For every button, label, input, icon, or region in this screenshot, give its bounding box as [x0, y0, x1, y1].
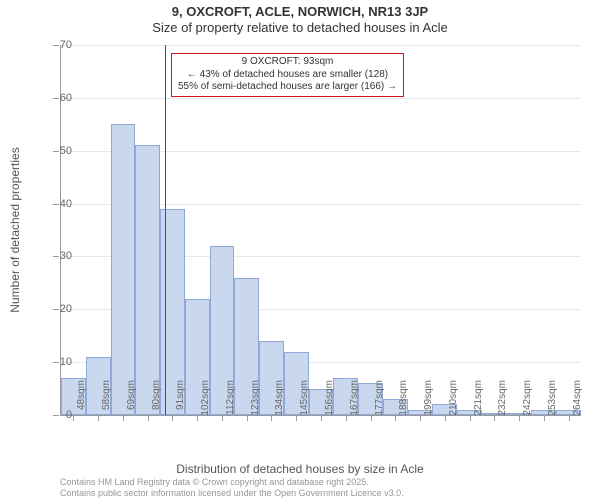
- annotation-box: 9 OXCROFT: 93sqm← 43% of detached houses…: [171, 53, 404, 97]
- x-tick: [148, 415, 149, 421]
- property-size-chart: 9, OXCROFT, ACLE, NORWICH, NR13 3JP Size…: [0, 0, 600, 500]
- gridline: [61, 45, 581, 46]
- x-tick: [98, 415, 99, 421]
- chart-footer: Contains HM Land Registry data © Crown c…: [60, 477, 404, 498]
- annotation-title: 9 OXCROFT: 93sqm: [178, 56, 397, 69]
- x-tick: [395, 415, 396, 421]
- x-tick-label: 112sqm: [225, 380, 236, 420]
- x-tick: [172, 415, 173, 421]
- x-tick: [73, 415, 74, 421]
- x-tick-label: 134sqm: [274, 380, 285, 420]
- annotation-line2: 55% of semi-detached houses are larger (…: [178, 81, 397, 94]
- x-tick-label: 264sqm: [572, 380, 583, 420]
- x-tick-label: 242sqm: [522, 380, 533, 420]
- x-tick: [445, 415, 446, 421]
- reference-line: [165, 45, 166, 415]
- x-tick-label: 91sqm: [175, 380, 186, 420]
- x-tick-label: 80sqm: [151, 380, 162, 420]
- y-tick-label: 30: [42, 250, 72, 262]
- footer-line1: Contains HM Land Registry data © Crown c…: [60, 477, 404, 487]
- footer-line2: Contains public sector information licen…: [60, 488, 404, 498]
- histogram-bar: [135, 145, 160, 415]
- y-tick-label: 40: [42, 198, 72, 210]
- chart-title-line1: 9, OXCROFT, ACLE, NORWICH, NR13 3JP: [0, 4, 600, 19]
- x-axis-label: Distribution of detached houses by size …: [0, 462, 600, 476]
- x-tick: [271, 415, 272, 421]
- x-tick: [494, 415, 495, 421]
- y-tick-label: 50: [42, 145, 72, 157]
- plot-area: 9 OXCROFT: 93sqm← 43% of detached houses…: [60, 45, 581, 416]
- x-tick-label: 123sqm: [250, 380, 261, 420]
- y-tick-label: 20: [42, 303, 72, 315]
- x-tick-label: 253sqm: [547, 380, 558, 420]
- x-tick: [123, 415, 124, 421]
- x-tick: [470, 415, 471, 421]
- annotation-line1: ← 43% of detached houses are smaller (12…: [178, 69, 397, 82]
- x-tick: [321, 415, 322, 421]
- histogram-bar: [111, 124, 136, 415]
- x-tick-label: 199sqm: [423, 380, 434, 420]
- chart-title-line2: Size of property relative to detached ho…: [0, 20, 600, 35]
- y-tick-label: 70: [42, 39, 72, 51]
- x-tick-label: 167sqm: [349, 380, 360, 420]
- x-tick-label: 221sqm: [473, 380, 484, 420]
- x-tick: [222, 415, 223, 421]
- x-tick: [544, 415, 545, 421]
- x-tick: [247, 415, 248, 421]
- y-tick-label: 10: [42, 356, 72, 368]
- x-tick-label: 102sqm: [200, 380, 211, 420]
- x-tick-label: 69sqm: [126, 380, 137, 420]
- x-tick: [519, 415, 520, 421]
- x-tick-label: 177sqm: [374, 380, 385, 420]
- x-tick: [346, 415, 347, 421]
- x-tick: [197, 415, 198, 421]
- x-tick: [296, 415, 297, 421]
- x-tick-label: 232sqm: [497, 380, 508, 420]
- x-tick-label: 210sqm: [448, 380, 459, 420]
- x-tick: [420, 415, 421, 421]
- gridline: [61, 98, 581, 99]
- x-tick-label: 156sqm: [324, 380, 335, 420]
- x-tick: [569, 415, 570, 421]
- x-tick: [371, 415, 372, 421]
- chart-title-block: 9, OXCROFT, ACLE, NORWICH, NR13 3JP Size…: [0, 4, 600, 35]
- x-tick-label: 188sqm: [398, 380, 409, 420]
- y-axis-label: Number of detached properties: [8, 147, 22, 312]
- y-tick-label: 60: [42, 92, 72, 104]
- y-tick-label: 0: [42, 409, 72, 421]
- x-tick-label: 48sqm: [76, 380, 87, 420]
- x-tick-label: 145sqm: [299, 380, 310, 420]
- x-tick-label: 58sqm: [101, 380, 112, 420]
